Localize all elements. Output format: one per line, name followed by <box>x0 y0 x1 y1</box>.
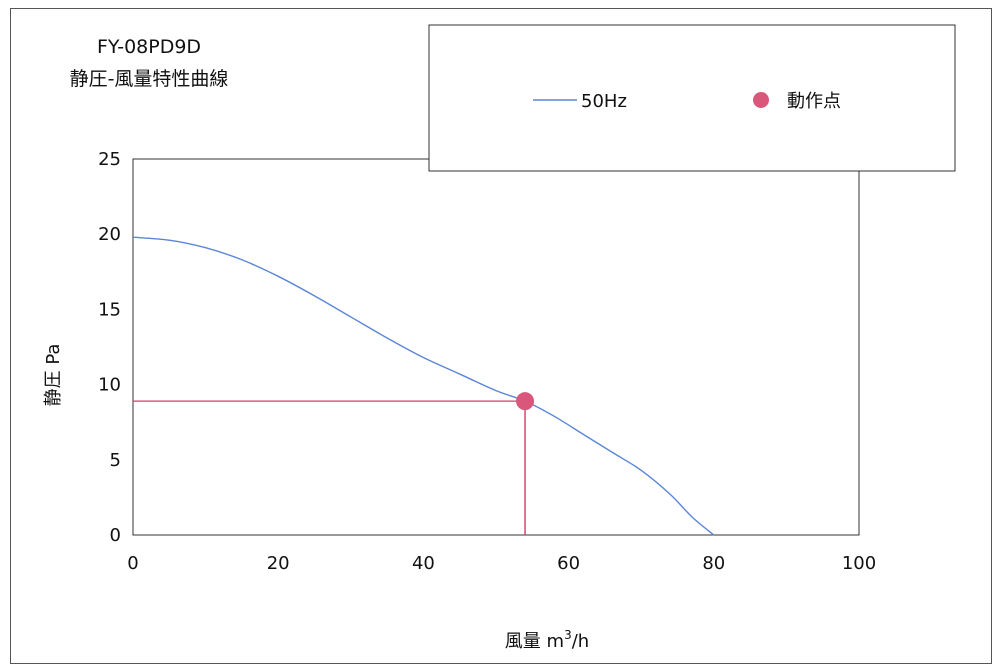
legend-label-50hz: 50Hz <box>581 91 627 112</box>
chart-frame: FY-08PD9D 静圧-風量特性曲線 0 20 40 60 80 100 0 5 10 15 2… <box>10 8 992 664</box>
y-tick-label: 10 <box>98 375 121 396</box>
legend-marker-operating-point <box>753 92 769 108</box>
legend-box <box>428 24 956 172</box>
y-axis-ticks: 0 5 10 15 20 25 <box>98 149 121 546</box>
x-axis-label: 風量 m3/h <box>505 628 589 652</box>
legend: 50Hz 動作点 <box>428 24 956 172</box>
x-axis-label-tail: /h <box>572 631 589 652</box>
x-tick-label: 80 <box>702 553 725 574</box>
x-axis-label-superscript: 3 <box>564 628 572 642</box>
chart-title-line-2: 静圧-風量特性曲線 <box>70 68 229 90</box>
x-tick-label: 0 <box>127 553 138 574</box>
x-tick-label: 40 <box>412 553 435 574</box>
y-tick-label: 20 <box>98 224 121 245</box>
series-line-50hz <box>132 236 715 536</box>
y-tick-label: 0 <box>110 525 121 546</box>
chart-svg: FY-08PD9D 静圧-風量特性曲線 0 20 40 60 80 100 0 5 10 15 2… <box>43 24 956 652</box>
plot-area <box>132 158 860 536</box>
x-axis-label-main: 風量 m <box>505 631 564 652</box>
operating-point-marker <box>516 392 535 411</box>
x-axis-ticks: 0 20 40 60 80 100 <box>127 553 876 574</box>
chart-title-line-1: FY-08PD9D <box>97 36 201 58</box>
legend-label-operating-point: 動作点 <box>787 91 841 112</box>
x-tick-label: 60 <box>557 553 580 574</box>
x-tick-label: 20 <box>267 553 290 574</box>
y-tick-label: 5 <box>110 450 121 471</box>
x-tick-label: 100 <box>842 553 876 574</box>
y-axis-label: 静圧 Pa <box>43 344 64 407</box>
y-tick-label: 15 <box>98 299 121 320</box>
y-tick-label: 25 <box>98 149 121 170</box>
